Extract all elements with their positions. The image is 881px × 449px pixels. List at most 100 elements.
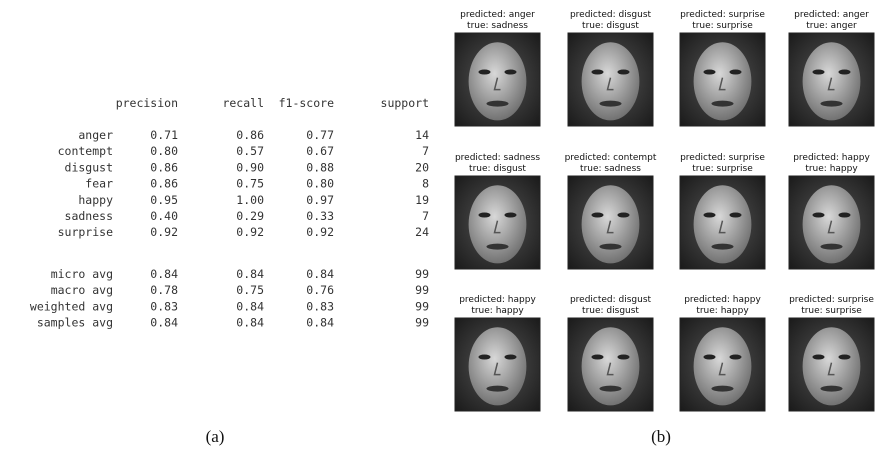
cell-value: 0.83 — [306, 299, 334, 313]
cell-value: 7 — [422, 144, 429, 158]
eye — [704, 70, 716, 75]
mouth — [600, 244, 622, 250]
cell-value: 0.71 — [150, 128, 178, 142]
caption-b: (b) — [651, 427, 671, 446]
row-label: disgust — [65, 160, 113, 174]
column-header: support — [381, 96, 429, 110]
face-image — [455, 33, 540, 126]
cell-value: 0.40 — [150, 209, 178, 223]
eye — [618, 213, 630, 218]
cell-value: 0.78 — [150, 283, 178, 297]
cell-value: 0.86 — [150, 160, 178, 174]
true-label: true: anger — [806, 21, 857, 31]
true-label: true: happy — [696, 306, 749, 316]
face-image — [455, 318, 540, 411]
eye — [618, 70, 630, 75]
caption-a: (a) — [206, 427, 225, 446]
cell-value: 0.95 — [150, 193, 178, 207]
eye — [730, 70, 742, 75]
cell-value: 8 — [422, 177, 429, 191]
face-image — [568, 318, 653, 411]
cell-value: 0.76 — [306, 283, 334, 297]
eye — [505, 213, 517, 218]
eye — [479, 70, 491, 75]
cell-value: 0.92 — [236, 225, 264, 239]
cell-value: 0.88 — [306, 160, 334, 174]
eye — [479, 213, 491, 218]
true-label: true: surprise — [692, 164, 753, 174]
cell-value: 0.84 — [306, 316, 334, 330]
cell-value: 0.84 — [236, 299, 264, 313]
row-label: weighted avg — [30, 299, 113, 313]
eye — [592, 355, 604, 360]
row-label: micro avg — [51, 267, 113, 281]
cell-value: 24 — [415, 225, 429, 239]
cell-value: 0.84 — [150, 316, 178, 330]
face-image — [680, 176, 765, 269]
cell-value: 1.00 — [236, 193, 264, 207]
mouth — [712, 386, 734, 392]
cell-value: 0.92 — [306, 225, 334, 239]
face — [803, 185, 861, 263]
cell-value: 0.84 — [236, 316, 264, 330]
mouth — [821, 244, 843, 250]
predicted-label: predicted: surprise — [680, 10, 765, 20]
cell-value: 0.29 — [236, 209, 264, 223]
cell-value: 0.57 — [236, 144, 264, 158]
mouth — [487, 386, 509, 392]
cell-value: 0.84 — [236, 267, 264, 281]
predicted-label: predicted: disgust — [570, 295, 652, 305]
cell-value: 19 — [415, 193, 429, 207]
cell-value: 0.75 — [236, 177, 264, 191]
eye — [730, 355, 742, 360]
mouth — [487, 101, 509, 107]
face — [803, 327, 861, 405]
row-label: sadness — [65, 209, 113, 223]
cell-value: 0.77 — [306, 128, 334, 142]
row-label: surprise — [58, 225, 113, 239]
cell-value: 0.67 — [306, 144, 334, 158]
row-label: happy — [78, 193, 113, 207]
predicted-label: predicted: surprise — [789, 295, 874, 305]
face — [469, 42, 527, 120]
cell-value: 99 — [415, 299, 429, 313]
cell-value: 99 — [415, 283, 429, 297]
eye — [704, 213, 716, 218]
face-image — [455, 176, 540, 269]
predicted-label: predicted: happy — [684, 295, 761, 305]
true-label: true: disgust — [469, 164, 526, 174]
face — [694, 42, 752, 120]
eye — [730, 213, 742, 218]
predicted-label: predicted: surprise — [680, 153, 765, 163]
cell-value: 0.80 — [150, 144, 178, 158]
eye — [839, 355, 851, 360]
column-header: f1-score — [279, 96, 334, 110]
eye — [505, 70, 517, 75]
face-image — [568, 176, 653, 269]
true-label: true: happy — [471, 306, 524, 316]
true-label: true: sadness — [580, 164, 641, 174]
mouth — [487, 244, 509, 250]
true-label: true: happy — [805, 164, 858, 174]
mouth — [712, 244, 734, 250]
face-image — [789, 318, 874, 411]
cell-value: 0.97 — [306, 193, 334, 207]
predicted-label: predicted: anger — [460, 10, 535, 20]
cell-value: 0.92 — [150, 225, 178, 239]
true-label: true: sadness — [467, 21, 528, 31]
true-label: true: surprise — [692, 21, 753, 31]
face — [582, 327, 640, 405]
true-label: true: disgust — [582, 21, 639, 31]
mouth — [600, 101, 622, 107]
eye — [813, 355, 825, 360]
eye — [479, 355, 491, 360]
row-label: macro avg — [51, 283, 113, 297]
face-image — [680, 33, 765, 126]
column-header: recall — [222, 96, 264, 110]
cell-value: 0.84 — [150, 267, 178, 281]
mouth — [821, 101, 843, 107]
mouth — [821, 386, 843, 392]
eye — [505, 355, 517, 360]
cell-value: 0.86 — [150, 177, 178, 191]
cell-value: 7 — [422, 209, 429, 223]
